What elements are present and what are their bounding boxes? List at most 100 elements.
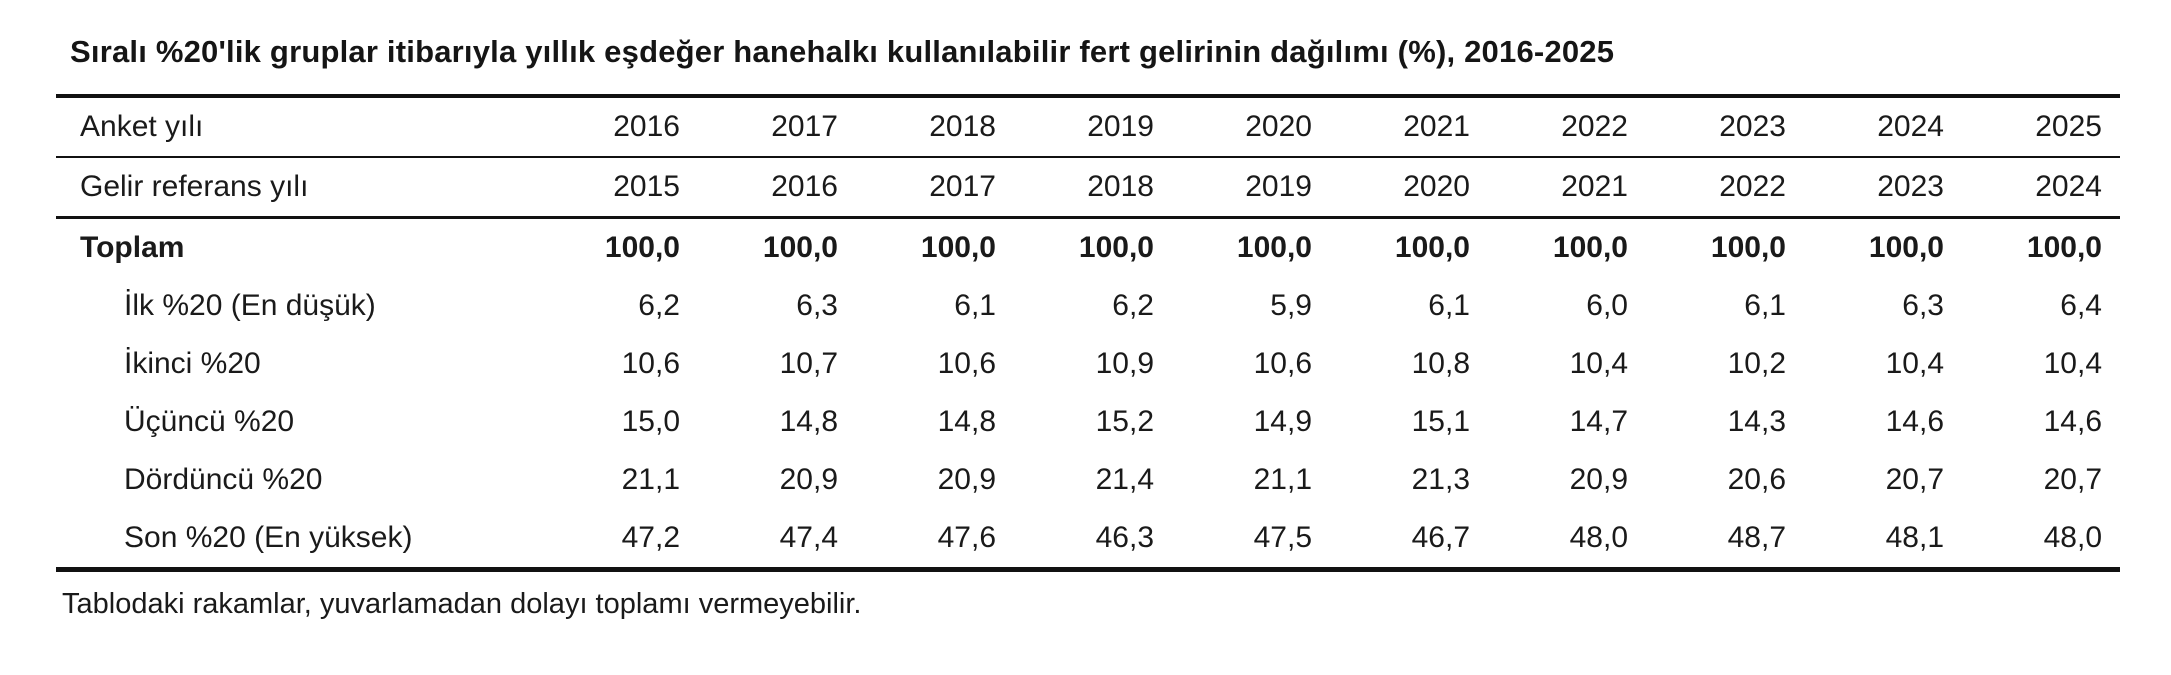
value-cell: 6,2 [1112, 289, 1154, 322]
value-cell: 21,1 [1253, 463, 1312, 496]
page-title: Sıralı %20'lik gruplar itibarıyla yıllık… [70, 34, 1615, 69]
value-cell: 2024 [1962, 157, 2120, 219]
value-cell: 15,0 [621, 405, 680, 438]
value-cell: 14,6 [2043, 405, 2102, 438]
value-cell: 14,6 [1885, 405, 1944, 438]
value-cell: 15,1 [1411, 405, 1470, 438]
row-label: İkinci %20 [124, 347, 261, 380]
row-label: Anket yılı [56, 96, 540, 158]
value-cell: 2016 [698, 157, 856, 219]
value-cell: 2024 [1804, 96, 1962, 158]
value-cell: 2019 [1172, 157, 1330, 219]
value-cell: 5,9 [1270, 289, 1312, 322]
value-cell: 20,9 [779, 463, 838, 496]
table-row: İkinci %20 10,6 10,7 10,6 10,9 10,6 10,8 10,4 10… [56, 335, 2120, 393]
value-cell: 6,3 [1902, 289, 1944, 322]
table-head: Anket yılı 2016 2017 2018 2019 2020 2021 2022 20… [56, 96, 2120, 219]
value-cell: 10,2 [1727, 347, 1786, 380]
value-cell: 6,1 [954, 289, 996, 322]
value-cell: 10,7 [779, 347, 838, 380]
value-cell: 14,9 [1253, 405, 1312, 438]
value-cell: 2023 [1646, 96, 1804, 158]
value-cell: 2025 [1962, 96, 2120, 158]
value-cell: 100,0 [604, 231, 680, 264]
value-cell: 21,4 [1095, 463, 1154, 496]
value-cell: 2018 [856, 96, 1014, 158]
value-cell: 20,6 [1727, 463, 1786, 496]
value-cell: 2019 [1014, 96, 1172, 158]
value-cell: 20,9 [937, 463, 996, 496]
row-label: Toplam [80, 231, 185, 264]
value-cell: 100,0 [762, 231, 838, 264]
value-cell: 2020 [1330, 157, 1488, 219]
value-cell: 48,7 [1727, 521, 1786, 554]
value-cell: 100,0 [1552, 231, 1628, 264]
value-cell: 2021 [1488, 157, 1646, 219]
income-distribution-table: Anket yılı 2016 2017 2018 2019 2020 2021 2022 20… [56, 94, 2120, 572]
value-cell: 20,9 [1569, 463, 1628, 496]
value-cell: 6,1 [1744, 289, 1786, 322]
row-label: İlk %20 (En düşük) [124, 289, 376, 322]
value-cell: 21,3 [1411, 463, 1470, 496]
value-cell: 20,7 [2043, 463, 2102, 496]
value-cell: 10,6 [621, 347, 680, 380]
table-row: Üçüncü %20 15,0 14,8 14,8 15,2 14,9 15,1 14,7 14… [56, 393, 2120, 451]
value-cell: 2018 [1014, 157, 1172, 219]
value-cell: 14,7 [1569, 405, 1628, 438]
value-cell: 14,3 [1727, 405, 1786, 438]
table-row: Son %20 (En yüksek) 47,2 47,4 47,6 46,3 47,5 4… [56, 509, 2120, 570]
value-cell: 10,6 [1253, 347, 1312, 380]
row-label: Dördüncü %20 [124, 463, 323, 496]
value-cell: 15,2 [1095, 405, 1154, 438]
value-cell: 2022 [1646, 157, 1804, 219]
header-row: Gelir referans yılı 2015 2016 2017 2018 2019 2… [56, 157, 2120, 219]
value-cell: 100,0 [2026, 231, 2102, 264]
value-cell: 10,4 [1569, 347, 1628, 380]
value-cell: 2017 [856, 157, 1014, 219]
value-cell: 100,0 [1710, 231, 1786, 264]
row-label: Gelir referans yılı [56, 157, 540, 219]
value-cell: 46,3 [1095, 521, 1154, 554]
value-cell: 14,8 [937, 405, 996, 438]
value-cell: 6,4 [2060, 289, 2102, 322]
footnote: Tablodaki rakamlar, yuvarlamadan dolayı … [62, 588, 862, 620]
value-cell: 47,5 [1253, 521, 1312, 554]
row-label: Üçüncü %20 [124, 405, 295, 438]
table-body: Toplam 100,0 100,0 100,0 100,0 100,0 100,0 100,… [56, 218, 2120, 570]
value-cell: 2021 [1330, 96, 1488, 158]
table-row: Toplam 100,0 100,0 100,0 100,0 100,0 100,0 100,… [56, 218, 2120, 278]
value-cell: 2023 [1804, 157, 1962, 219]
value-cell: 20,7 [1885, 463, 1944, 496]
value-cell: 14,8 [779, 405, 838, 438]
value-cell: 48,1 [1885, 521, 1944, 554]
value-cell: 6,3 [796, 289, 838, 322]
value-cell: 48,0 [2043, 521, 2102, 554]
value-cell: 100,0 [1236, 231, 1312, 264]
value-cell: 100,0 [1394, 231, 1470, 264]
value-cell: 21,1 [621, 463, 680, 496]
row-label: Son %20 (En yüksek) [124, 521, 413, 554]
page: Sıralı %20'lik gruplar itibarıyla yıllık… [56, 34, 2120, 620]
value-cell: 48,0 [1569, 521, 1628, 554]
value-cell: 2015 [540, 157, 698, 219]
value-cell: 2016 [540, 96, 698, 158]
value-cell: 10,4 [1885, 347, 1944, 380]
value-cell: 6,1 [1428, 289, 1470, 322]
value-cell: 100,0 [1078, 231, 1154, 264]
value-cell: 47,4 [779, 521, 838, 554]
value-cell: 10,9 [1095, 347, 1154, 380]
value-cell: 100,0 [1868, 231, 1944, 264]
value-cell: 47,2 [621, 521, 680, 554]
value-cell: 46,7 [1411, 521, 1470, 554]
value-cell: 6,2 [638, 289, 680, 322]
table-row: Dördüncü %20 21,1 20,9 20,9 21,4 21,1 21,3 20,9… [56, 451, 2120, 509]
value-cell: 100,0 [920, 231, 996, 264]
value-cell: 10,8 [1411, 347, 1470, 380]
value-cell: 10,6 [937, 347, 996, 380]
value-cell: 47,6 [937, 521, 996, 554]
table-row: İlk %20 (En düşük) 6,2 6,3 6,1 6,2 5,9 6,1 6,0 6… [56, 277, 2120, 335]
header-row: Anket yılı 2016 2017 2018 2019 2020 2021 2022 20… [56, 96, 2120, 158]
value-cell: 2017 [698, 96, 856, 158]
value-cell: 6,0 [1586, 289, 1628, 322]
value-cell: 2022 [1488, 96, 1646, 158]
